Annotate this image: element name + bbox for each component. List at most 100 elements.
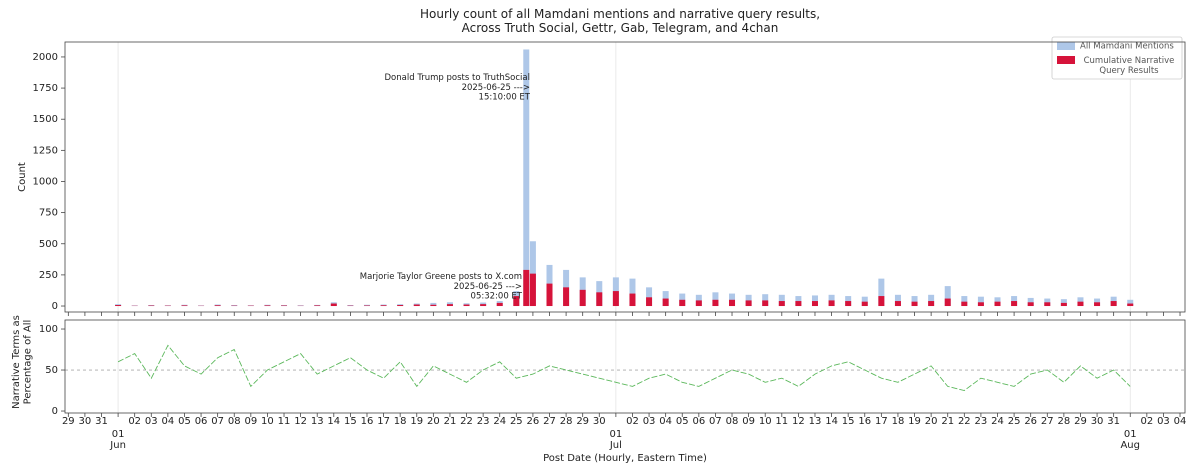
x-tick-label: 06: [692, 416, 705, 427]
x-tick-label: 26: [527, 416, 540, 427]
bar: [911, 296, 918, 307]
x-axis-label: Post Date (Hourly, Eastern Time): [543, 453, 707, 464]
x-tick-label: 03: [643, 416, 656, 427]
bar: [131, 305, 138, 307]
bar: [181, 305, 188, 307]
x-tick-label: 01: [1124, 429, 1137, 440]
x-tick-label: 04: [1174, 416, 1187, 427]
bar: [1011, 301, 1018, 307]
x-tick-label: 05: [676, 416, 689, 427]
bar: [894, 301, 901, 307]
x-tick-label: 20: [925, 416, 938, 427]
x-tick-label: 27: [1041, 416, 1054, 427]
x-tick-label: 21: [444, 416, 457, 427]
bar: [1127, 303, 1134, 307]
bar: [397, 305, 404, 307]
legend-swatch: [1057, 42, 1075, 50]
bar: [546, 283, 553, 307]
bar: [828, 300, 835, 307]
bar: [330, 303, 337, 307]
x-tick-label: 31: [1107, 416, 1120, 427]
legend-label: All Mamdani Mentions: [1080, 42, 1174, 52]
x-tick-label: 28: [1058, 416, 1071, 427]
bar: [944, 298, 951, 307]
x-tick-label: 19: [410, 416, 423, 427]
x-tick-label: 26: [1024, 416, 1037, 427]
bar: [928, 294, 935, 307]
y-tick-label: 1250: [33, 145, 58, 156]
bar: [523, 49, 530, 307]
x-tick-label: 12: [294, 416, 307, 427]
bar: [430, 302, 437, 307]
bar: [164, 305, 171, 307]
bar: [845, 301, 852, 307]
x-tick-label: 11: [278, 416, 291, 427]
x-tick-label: 01: [112, 429, 125, 440]
bar: [629, 278, 636, 307]
bar: [961, 296, 968, 307]
x-tick-label: 21: [941, 416, 954, 427]
x-tick-label: 29: [62, 416, 75, 427]
bar: [214, 305, 221, 307]
x-tick-label: 10: [759, 416, 772, 427]
bar: [778, 294, 785, 307]
x-tick-label: 08: [726, 416, 739, 427]
bar: [463, 304, 470, 307]
x-tick-label: 31: [95, 416, 108, 427]
bar: [629, 293, 636, 307]
bar: [646, 287, 653, 307]
legend-box: [1051, 36, 1183, 80]
bar: [861, 301, 868, 307]
bar: [480, 304, 487, 307]
x-tick-label: 10: [261, 416, 274, 427]
x-tick-label: 19: [908, 416, 921, 427]
bar: [911, 301, 918, 307]
x-tick-label: 27: [543, 416, 556, 427]
bar: [1127, 299, 1134, 307]
x-tick-label: 22: [958, 416, 971, 427]
x-tick-label: 14: [327, 416, 340, 427]
bar: [712, 299, 719, 307]
bar: [662, 298, 669, 307]
plot-frame: [64, 319, 1186, 414]
bar: [563, 287, 570, 307]
x-tick-label: 13: [311, 416, 324, 427]
bar: [961, 301, 968, 307]
bar: [977, 302, 984, 307]
percentage-line: [117, 344, 1131, 391]
bar: [513, 296, 520, 307]
x-tick-label: 18: [892, 416, 905, 427]
bar: [778, 301, 785, 307]
x-tick-label: 13: [809, 416, 822, 427]
x-tick-label: 23: [975, 416, 988, 427]
x-tick-label: 29: [576, 416, 589, 427]
y-tick-label: 500: [39, 239, 58, 250]
bar: [878, 278, 885, 307]
bar: [928, 301, 935, 307]
x-tick-label: 16: [361, 416, 374, 427]
x-tick-label: 18: [394, 416, 407, 427]
x-tick-label: 07: [211, 416, 224, 427]
bar: [363, 304, 370, 307]
x-tick-label: 29: [1074, 416, 1087, 427]
bar: [1044, 302, 1051, 307]
month-label: Aug: [1120, 440, 1140, 451]
x-tick-label: 14: [825, 416, 838, 427]
bar: [1060, 299, 1067, 307]
bar: [878, 296, 885, 307]
bar: [944, 286, 951, 307]
x-tick-label: 28: [560, 416, 573, 427]
bar: [745, 300, 752, 307]
bar: [712, 292, 719, 307]
bar: [529, 273, 536, 307]
bar: [297, 305, 304, 307]
y-tick-label: 1000: [33, 176, 58, 187]
x-tick-label: 20: [427, 416, 440, 427]
x-tick-label: 17: [377, 416, 390, 427]
bar: [612, 291, 619, 307]
bar: [247, 305, 254, 307]
y-axis-label: Count: [17, 162, 28, 192]
x-tick-label: 06: [195, 416, 208, 427]
x-tick-label: 02: [128, 416, 141, 427]
